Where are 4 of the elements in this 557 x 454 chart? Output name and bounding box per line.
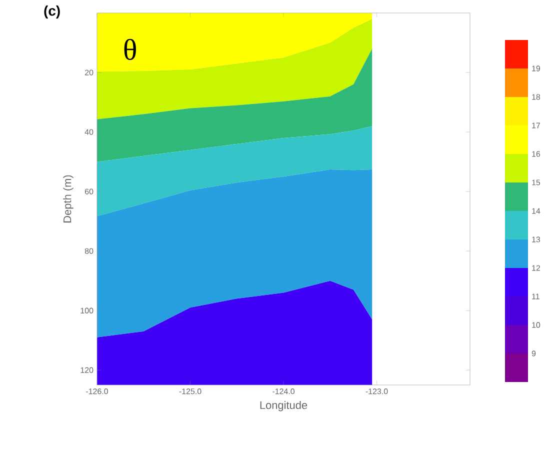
x-axis-title: Longitude — [260, 400, 308, 412]
annotation: θ — [124, 38, 136, 60]
y-axis-title: Depth (m) — [63, 175, 74, 222]
chart-title: (c) — [44, 6, 60, 19]
